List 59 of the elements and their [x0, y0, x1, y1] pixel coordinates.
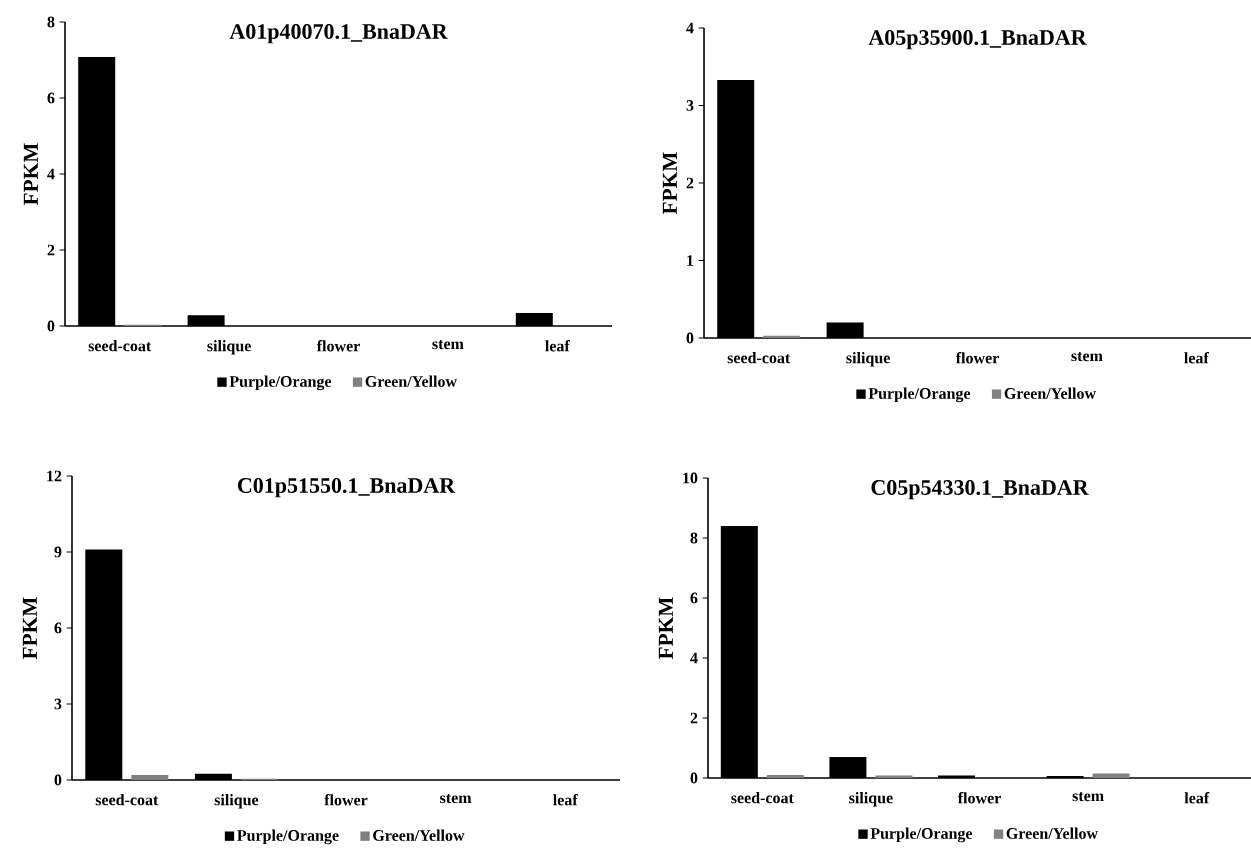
x-tick-label: leaf: [1184, 352, 1209, 364]
x-tick-label: silique: [207, 340, 251, 355]
x-tick-label: flower: [316, 340, 360, 352]
bar: [131, 774, 169, 780]
x-tick-label: silique: [849, 792, 893, 807]
legend-label: Purple/Orange: [870, 827, 973, 843]
chart-title: A05p35900.1_BnaDAR: [868, 30, 1087, 50]
legend-label: Purple/Orange: [237, 829, 339, 845]
x-tick-label: stem: [432, 340, 464, 350]
x-tick-label: stem: [1071, 352, 1103, 362]
legend-label: Green/Yellow: [365, 375, 457, 387]
x-tick-label: stem: [440, 794, 472, 804]
bar: [766, 775, 804, 778]
y-axis-title: FPKM: [23, 143, 38, 206]
y-tick-label: 8: [47, 16, 55, 28]
y-tick-label: 9: [54, 546, 62, 558]
y-tick-label: 3: [54, 698, 62, 710]
y-tick-label: 2: [686, 177, 694, 189]
chart-title: C01p51550.1_BnaDAR: [237, 478, 456, 498]
x-tick-label: silique: [846, 352, 890, 367]
y-tick-label: 6: [54, 622, 62, 634]
y-tick-label: 0: [47, 320, 55, 332]
x-tick-label: flower: [324, 794, 368, 806]
y-tick-label: 4: [686, 22, 694, 34]
y-tick-label: 0: [686, 332, 694, 344]
y-axis-title: FPKM: [22, 597, 37, 660]
x-tick-label: seed-coat: [88, 340, 152, 352]
y-tick-label: 4: [47, 168, 55, 180]
y-tick-label: 0: [54, 774, 62, 786]
y-tick-label: 8: [690, 532, 698, 544]
x-tick-label: silique: [214, 794, 259, 809]
y-tick-label: 2: [690, 712, 698, 724]
y-tick-label: 2: [47, 244, 55, 256]
x-tick-label: flower: [955, 352, 999, 364]
y-axis-title: FPKM: [662, 152, 677, 215]
legend-label: Purple/Orange: [229, 375, 332, 391]
y-tick-label: 4: [690, 652, 698, 664]
legend-label: Purple/Orange: [868, 387, 971, 403]
legend-label: Green/Yellow: [1004, 387, 1096, 399]
x-tick-label: leaf: [553, 794, 578, 806]
y-tick-label: 3: [686, 100, 694, 111]
x-tick-label: seed-coat: [95, 794, 159, 806]
y-tick-label: 10: [683, 472, 698, 484]
y-tick-label: 0: [690, 772, 698, 784]
x-tick-label: flower: [957, 792, 1001, 804]
chart-title: A01p40070.1_BnaDAR: [229, 24, 448, 44]
x-tick-label: seed-coat: [727, 352, 791, 364]
y-axis-title: FPKM: [658, 597, 673, 660]
y-tick-label: 1: [687, 255, 694, 266]
x-tick-label: leaf: [1184, 792, 1210, 804]
y-tick-label: 6: [47, 92, 55, 104]
y-tick-label: 12: [47, 470, 62, 482]
x-tick-label: leaf: [545, 340, 570, 352]
x-tick-label: stem: [1072, 792, 1104, 802]
y-tick-label: 6: [690, 592, 698, 604]
legend-label: Green/Yellow: [373, 829, 465, 841]
legend-label: Green/Yellow: [1006, 827, 1098, 839]
chart-title: C05p54330.1_BnaDAR: [871, 480, 1089, 500]
x-tick-label: seed-coat: [731, 792, 794, 804]
